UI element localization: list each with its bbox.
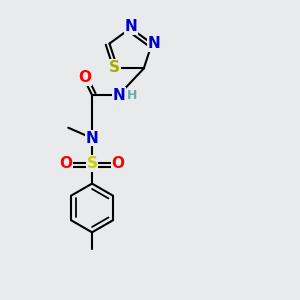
Text: H: H bbox=[127, 89, 137, 102]
Text: N: N bbox=[86, 130, 98, 146]
Text: N: N bbox=[125, 19, 138, 34]
Text: O: O bbox=[59, 156, 72, 171]
Text: N: N bbox=[112, 88, 125, 103]
Text: N: N bbox=[148, 36, 161, 51]
Text: S: S bbox=[109, 60, 120, 75]
Text: O: O bbox=[112, 156, 125, 171]
Text: S: S bbox=[86, 156, 98, 171]
Text: O: O bbox=[78, 70, 91, 85]
